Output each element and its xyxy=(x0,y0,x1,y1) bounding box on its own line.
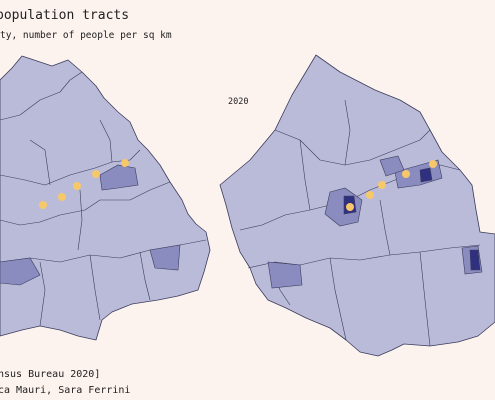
tract-border xyxy=(29,139,51,186)
tract-border xyxy=(419,251,431,347)
tract-dense xyxy=(267,261,303,289)
tract-border xyxy=(0,71,83,121)
station xyxy=(73,182,81,190)
tract-border xyxy=(344,99,351,166)
tract-densest xyxy=(419,167,433,183)
tract-dense xyxy=(379,155,405,177)
tract-border xyxy=(39,261,46,327)
station xyxy=(39,201,47,209)
tract-dense xyxy=(99,164,139,191)
tract-dense xyxy=(394,159,443,189)
station xyxy=(92,170,100,178)
tract-dense xyxy=(149,244,181,271)
subtitle: ty, number of people per sq km xyxy=(0,30,172,41)
title: population tracts xyxy=(0,8,129,23)
station xyxy=(346,203,354,211)
source: nsus Bureau 2020] xyxy=(0,369,100,380)
map-right xyxy=(219,54,495,357)
tract-densest xyxy=(469,249,481,271)
tract-border xyxy=(139,251,151,301)
tract-border xyxy=(274,129,431,166)
station xyxy=(378,181,386,189)
tract-border xyxy=(299,139,311,211)
tract-border xyxy=(77,189,83,251)
tract-border xyxy=(247,244,481,269)
credit: ca Mauri, Sara Ferrini xyxy=(0,385,130,396)
tract-border xyxy=(99,119,113,163)
station xyxy=(58,193,66,201)
tract-dense xyxy=(0,257,41,286)
tract-border xyxy=(0,181,171,226)
map-label: 2020 xyxy=(228,97,248,107)
tract-border xyxy=(89,254,101,321)
tract-border xyxy=(329,257,347,341)
tract-border xyxy=(379,199,391,256)
station xyxy=(366,191,374,199)
map-outline xyxy=(0,55,211,341)
map-left xyxy=(0,55,211,341)
station xyxy=(429,160,437,168)
station xyxy=(402,170,410,178)
station xyxy=(121,159,129,167)
